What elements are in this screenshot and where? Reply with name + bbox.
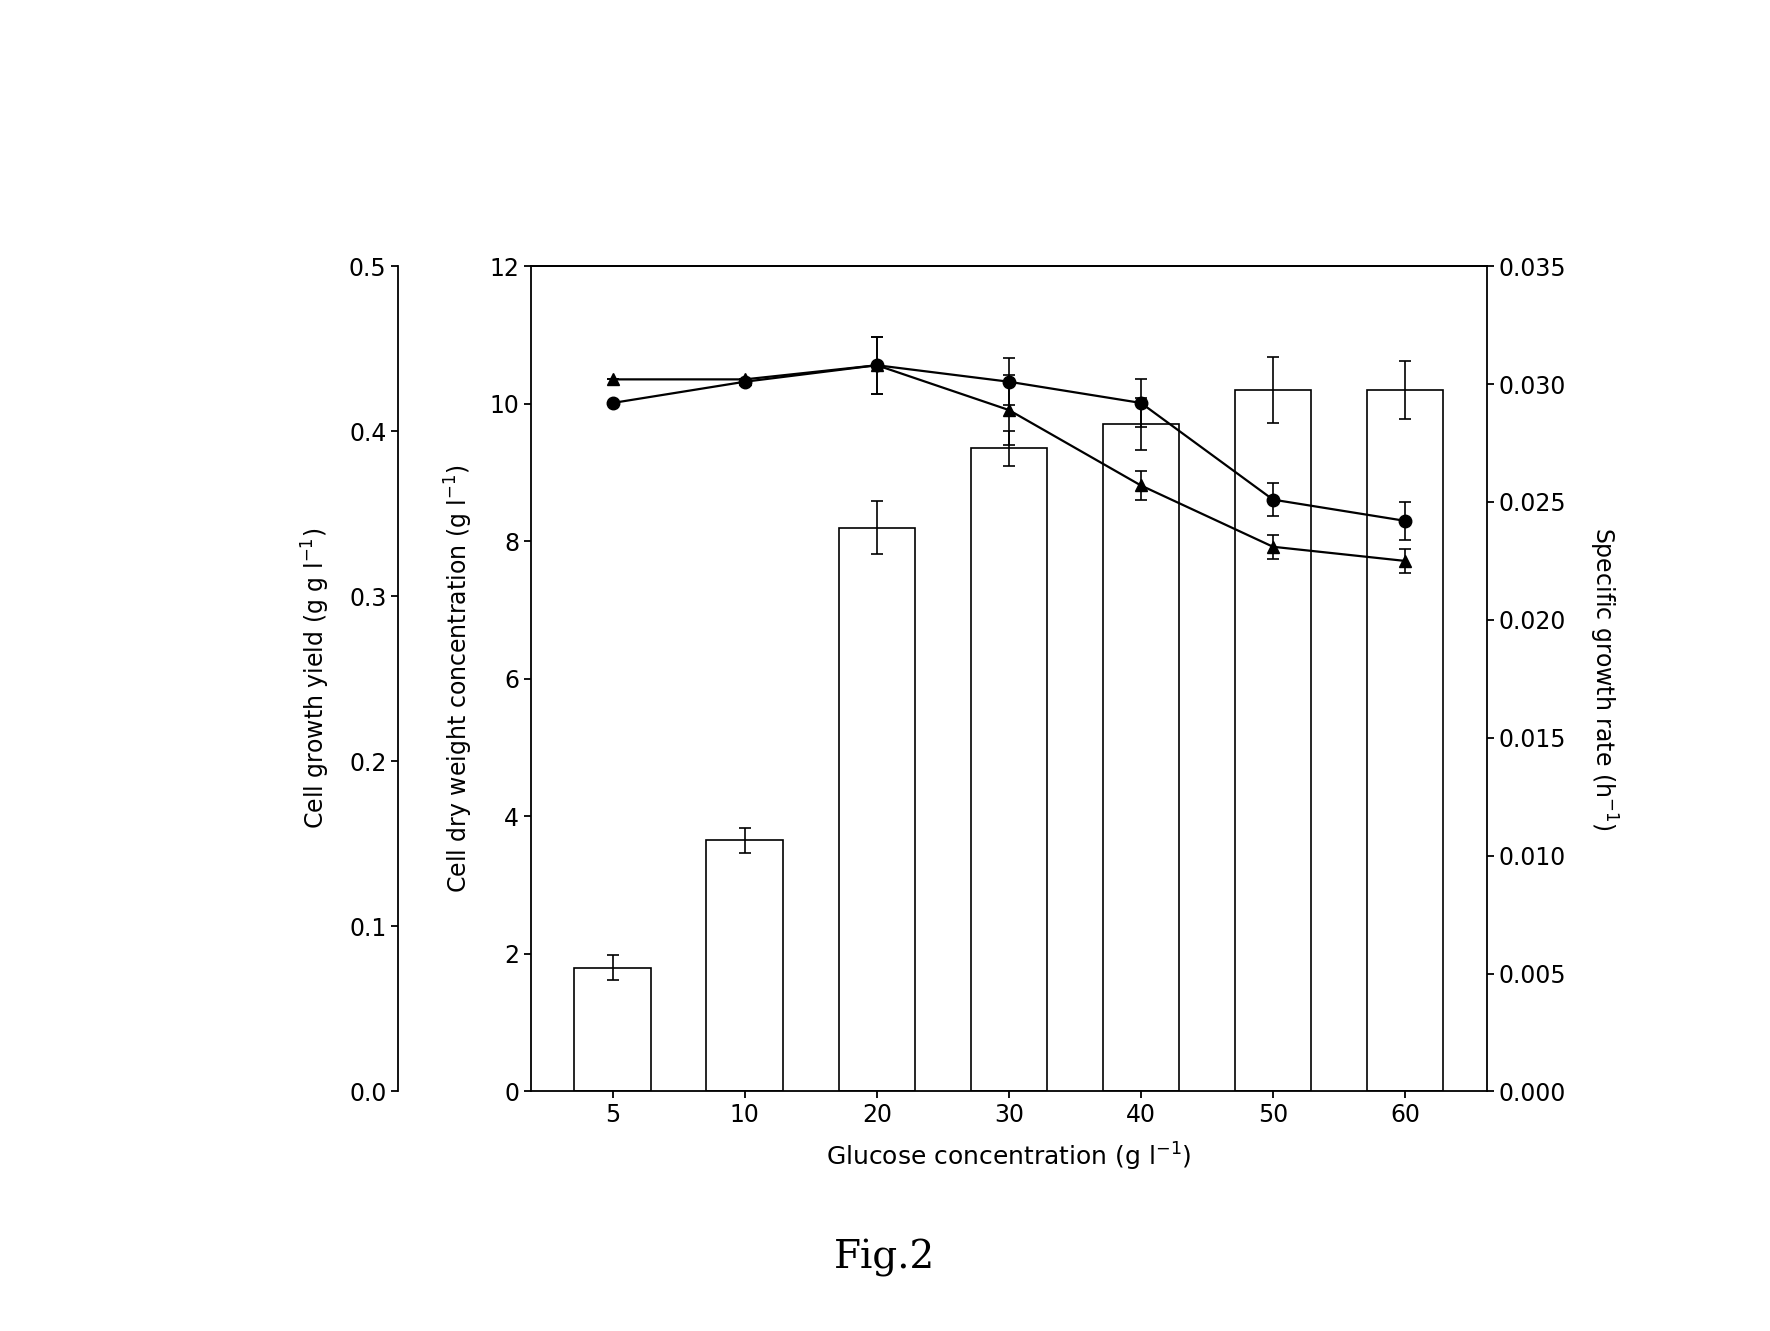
Bar	[970, 449, 1048, 1091]
Y-axis label: Cell dry weight concentration (g l$^{-1}$): Cell dry weight concentration (g l$^{-1}…	[442, 465, 476, 893]
X-axis label: Glucose concentration (g l$^{-1}$): Glucose concentration (g l$^{-1}$)	[827, 1141, 1191, 1174]
Bar	[1366, 390, 1443, 1091]
Bar	[839, 527, 915, 1091]
Y-axis label: Cell growth yield (g g l$^{-1}$): Cell growth yield (g g l$^{-1}$)	[299, 528, 333, 829]
Bar	[1103, 425, 1179, 1091]
Y-axis label: Specific growth rate (h$^{-1}$): Specific growth rate (h$^{-1}$)	[1588, 527, 1620, 831]
Text: Fig.2: Fig.2	[834, 1239, 936, 1276]
Bar	[575, 968, 651, 1091]
Bar	[1235, 390, 1312, 1091]
Bar	[706, 840, 782, 1091]
